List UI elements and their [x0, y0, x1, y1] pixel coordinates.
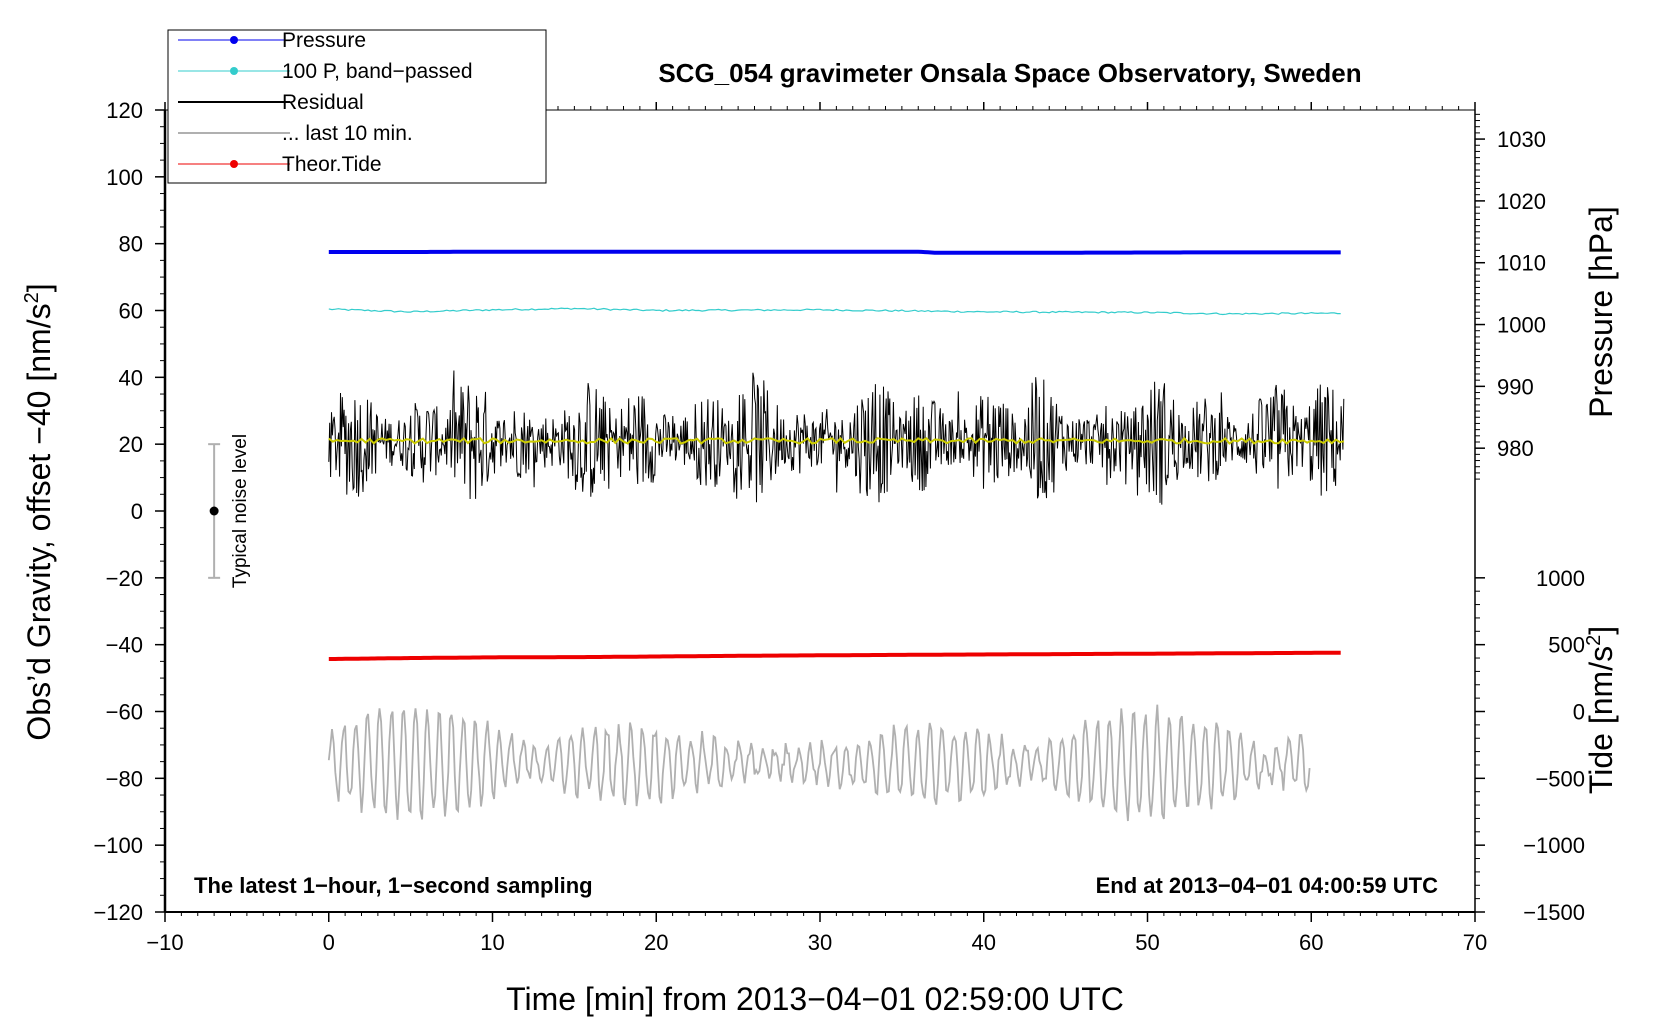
tide-tick-label: 1000 — [1536, 566, 1585, 591]
y-axis-title-tide-sup: 2 — [1583, 635, 1605, 646]
annotation-latest-hour: The latest 1−hour, 1−second sampling — [194, 873, 593, 898]
x-tick-label: 60 — [1299, 930, 1323, 955]
legend-residual-label: Residual — [282, 91, 364, 114]
chart-title: SCG_054 gravimeter Onsala Space Observat… — [658, 58, 1361, 88]
legend: Pressure 100 P, band−passed Residual ... la… — [167, 29, 547, 184]
x-tick-label: 40 — [972, 930, 996, 955]
annotation-end-time: End at 2013−04−01 04:00:59 UTC — [1096, 873, 1439, 898]
y-tick-label: 20 — [119, 432, 143, 457]
y-tick-label: −120 — [93, 900, 143, 925]
series-theor-tide — [328, 650, 1341, 661]
legend-box — [167, 29, 547, 184]
y-tick-label: 120 — [106, 98, 143, 123]
y-tick-label: −40 — [106, 633, 143, 658]
pressure-tick-label: 980 — [1497, 436, 1534, 461]
y-axis-title-tide-tail: ] — [1583, 626, 1619, 635]
series-residual-smoothed — [328, 436, 1345, 445]
pressure-tick-label: 1030 — [1497, 127, 1546, 152]
legend-pressure-label: Pressure — [282, 29, 366, 52]
y-tick-label: 100 — [106, 165, 143, 190]
x-tick-label: 70 — [1463, 930, 1487, 955]
noise-level-label: Typical noise level — [230, 434, 251, 588]
x-tick-label: 50 — [1135, 930, 1159, 955]
axes-layer: −10 0 10 20 30 40 50 60 70120100806040200−20−40−… — [93, 98, 1585, 955]
legend-theor-tide-marker — [230, 160, 238, 168]
x-tick-label: −10 — [146, 930, 183, 955]
tide-tick-label: 0 — [1573, 700, 1585, 725]
noise-bar-center-dot — [209, 506, 219, 516]
legend-pressure-marker — [230, 36, 238, 44]
series-pressure — [328, 249, 1341, 255]
pressure-tick-label: 1000 — [1497, 313, 1546, 338]
series-100-p-band-passed — [328, 307, 1341, 316]
y-tick-label: −20 — [106, 566, 143, 591]
y-tick-label: −100 — [93, 833, 143, 858]
legend-theor-tide-label: Theor.Tide — [282, 153, 382, 176]
y-axis-title-gravity: Obs’d Gravity, offset −40 [nm/s2] — [21, 283, 57, 740]
legend-last-10-min-label: ... last 10 min. — [282, 122, 413, 145]
y-axis-title-tide-text: Tide [nm/s — [1583, 646, 1619, 794]
y-axis-title-tide: Tide [nm/s2] — [1583, 626, 1619, 794]
x-axis-title: Time [min] from 2013−04−01 02:59:00 UTC — [506, 981, 1124, 1017]
x-tick-label: 20 — [644, 930, 668, 955]
series-residual — [328, 370, 1345, 505]
noise-level-indicator: Typical noise level — [208, 434, 251, 588]
y-tick-label: 80 — [119, 232, 143, 257]
y-tick-label: 40 — [119, 365, 143, 390]
tide-tick-label: 500 — [1548, 633, 1585, 658]
pressure-tick-label: 1020 — [1497, 189, 1546, 214]
y-tick-label: 0 — [131, 499, 143, 524]
series-layer — [327, 249, 1345, 822]
x-tick-label: 10 — [480, 930, 504, 955]
y-tick-label: 60 — [119, 299, 143, 324]
legend-100-p-band-passed-marker — [230, 67, 238, 75]
x-tick-label: 0 — [323, 930, 335, 955]
y-axis-title-pressure: Pressure [hPa] — [1583, 206, 1619, 418]
x-tick-label: 30 — [808, 930, 832, 955]
pressure-tick-label: 990 — [1497, 374, 1534, 399]
y-axis-title-gravity-text: Obs’d Gravity, offset −40 [nm/s — [21, 303, 57, 740]
y-axis-title-gravity-sup: 2 — [21, 292, 43, 303]
tide-tick-label: −1500 — [1523, 900, 1585, 925]
tide-tick-label: −500 — [1535, 766, 1585, 791]
pressure-tick-label: 1010 — [1497, 251, 1546, 276]
series-last-10-min — [327, 704, 1311, 822]
y-tick-label: −60 — [106, 700, 143, 725]
y-axis-title-gravity-tail: ] — [21, 283, 57, 292]
y-tick-label: −80 — [106, 766, 143, 791]
legend-100-p-band-passed-label: 100 P, band−passed — [282, 60, 473, 83]
tide-tick-label: −1000 — [1523, 833, 1585, 858]
